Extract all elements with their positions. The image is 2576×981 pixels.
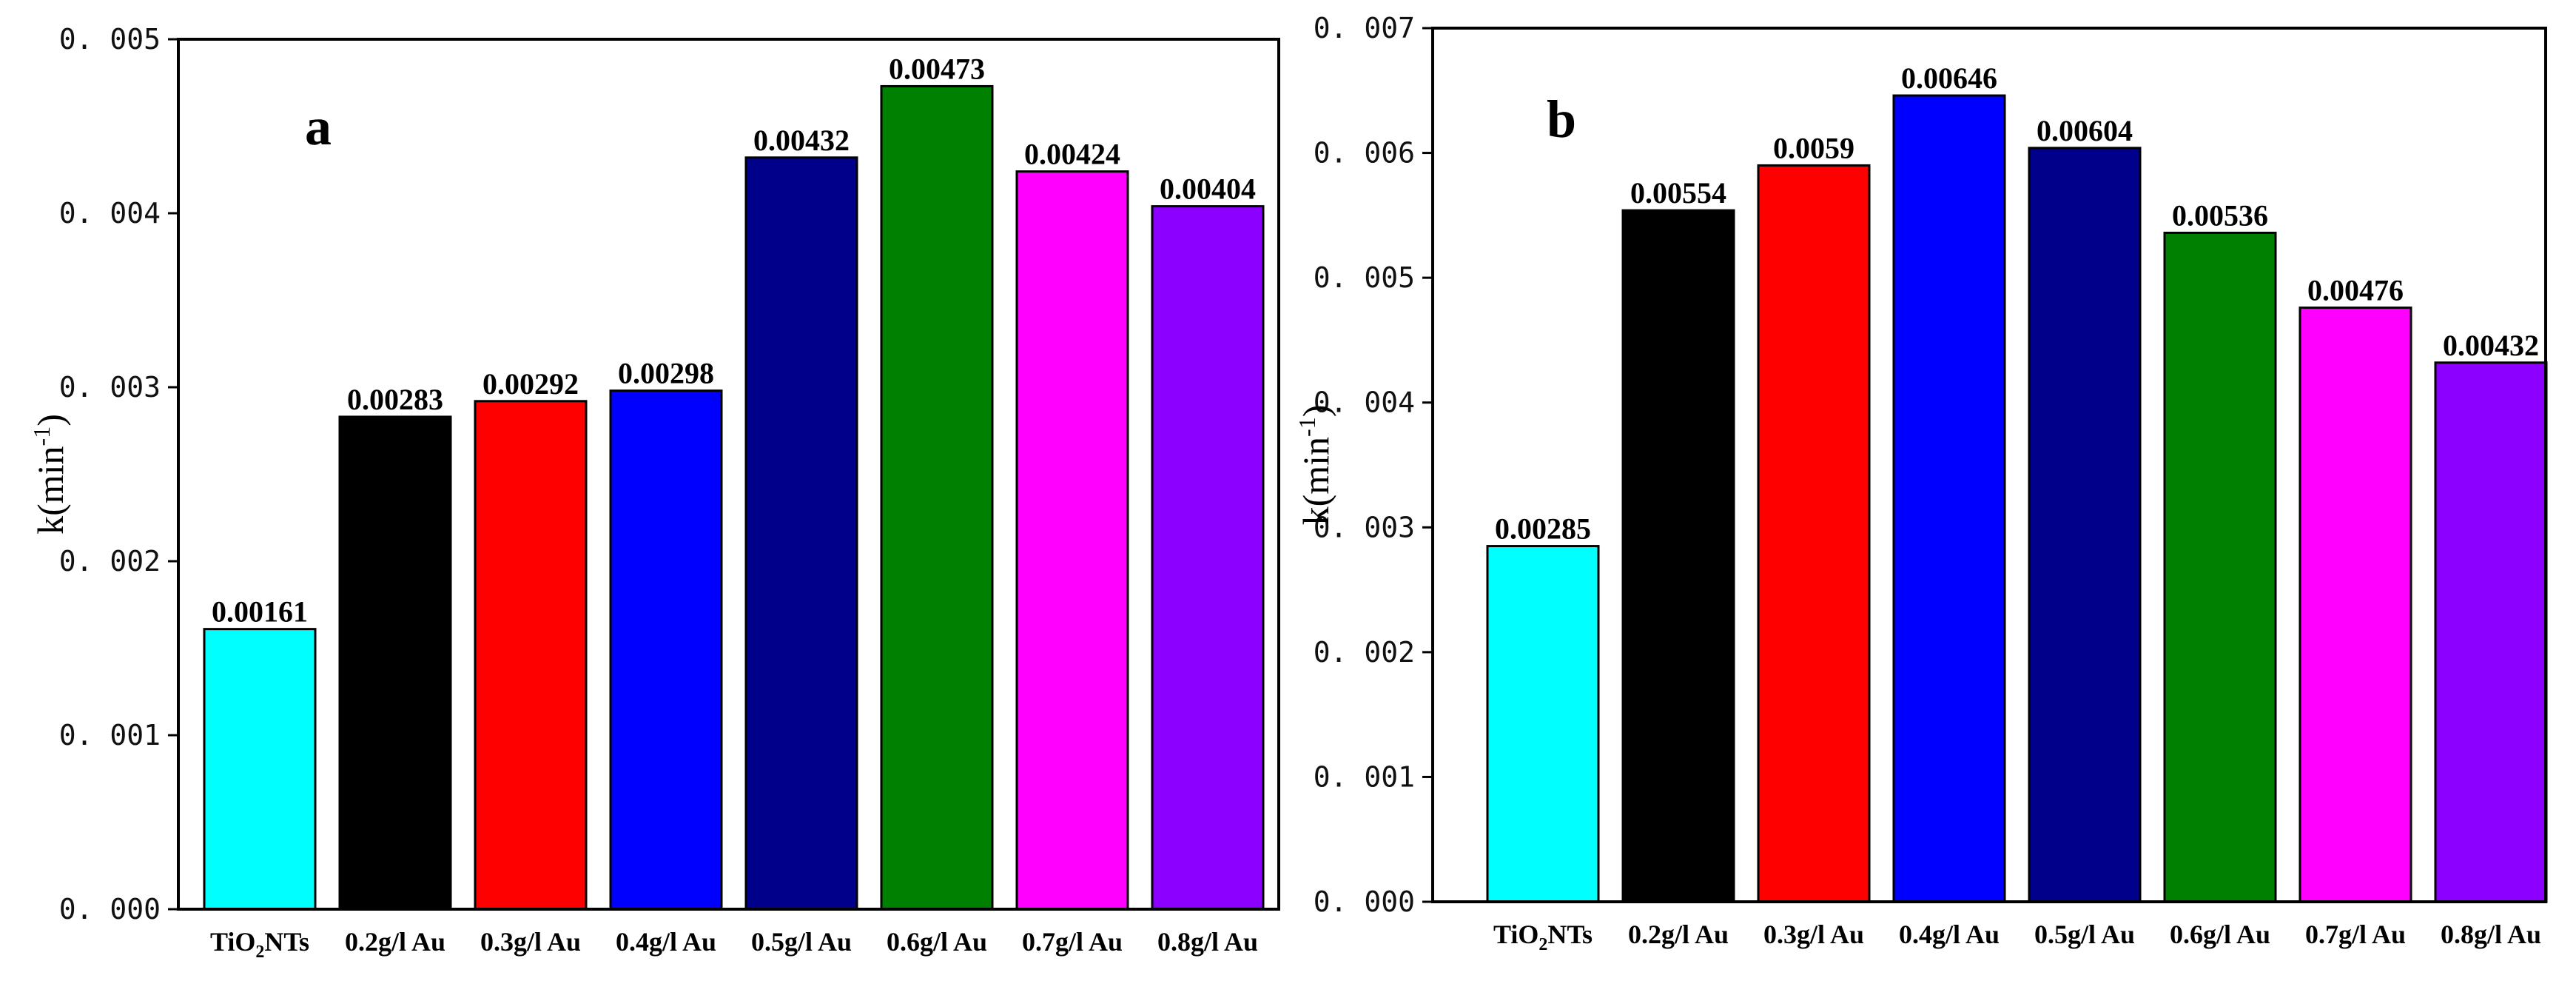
plot-frame: [177, 38, 1280, 911]
bar: [1892, 94, 2006, 903]
x-tick-label: 0.3g/l Au: [1763, 920, 1864, 949]
bar: [1621, 209, 1735, 903]
y-tick-label: 0. 001: [59, 719, 161, 751]
x-tick-label: 0.6g/l Au: [887, 927, 987, 957]
bar: [1486, 545, 1600, 903]
x-tick-label: 0.5g/l Au: [2034, 920, 2135, 949]
x-tick-label: TiO2NTs: [1493, 920, 1593, 954]
y-tick-label: 0. 003: [59, 371, 161, 404]
panel-letter: a: [305, 97, 332, 156]
data-label: 0.00283: [347, 383, 443, 416]
bar: [880, 84, 994, 911]
x-tick-label: 0.4g/l Au: [616, 927, 716, 957]
y-tick-label: 0. 000: [59, 893, 161, 925]
data-label: 0.00424: [1024, 138, 1120, 171]
bar: [338, 415, 452, 911]
x-tick-label: 0.5g/l Au: [751, 927, 852, 957]
x-tick-label: 0.8g/l Au: [1157, 927, 1258, 957]
data-label: 0.00473: [889, 52, 985, 85]
x-tick-label: 0.7g/l Au: [2305, 920, 2406, 949]
x-tick-label: 0.3g/l Au: [480, 927, 581, 957]
bar: [1151, 205, 1265, 911]
y-tick-label: 0. 006: [1314, 137, 1415, 170]
data-label: 0.00161: [212, 595, 308, 629]
plot-frame: [1431, 27, 2547, 903]
bar: [744, 156, 858, 911]
data-label: 0.00298: [618, 357, 714, 390]
data-label: 0.00292: [482, 367, 579, 401]
x-tick-label: 0.2g/l Au: [1628, 920, 1729, 949]
data-label: 0.00646: [1901, 61, 1997, 95]
data-label: 0.00285: [1495, 512, 1591, 546]
bar: [609, 389, 723, 911]
data-label: 0.00432: [753, 124, 850, 157]
bar: [2163, 231, 2277, 903]
chart-panel-b: 0. 000 0. 001 0. 002 0. 003 0. 004 0. 005 0. 0…: [1294, 12, 2548, 954]
bar: [1015, 170, 1129, 911]
data-label: 0.00404: [1160, 173, 1256, 206]
bar: [2298, 307, 2412, 903]
data-label: 0.00554: [1630, 176, 1726, 210]
y-tick-label: 0. 000: [1314, 885, 1415, 918]
x-tick-label: 0.4g/l Au: [1899, 920, 2000, 949]
data-label: 0.00604: [2037, 114, 2133, 147]
y-tick-label: 0. 003: [1314, 511, 1415, 543]
bar: [2028, 147, 2142, 903]
y-tick-label: 0. 004: [59, 197, 161, 230]
y-axis-label: k(min-1): [1294, 405, 1336, 526]
data-label: 0.0059: [1773, 131, 1854, 164]
y-tick-label: 0. 005: [59, 23, 161, 56]
y-tick-label: 0. 001: [1314, 760, 1415, 793]
y-axis-label: k(min-1): [28, 414, 71, 535]
bar: [2434, 361, 2548, 903]
y-tick-label: 0. 005: [1314, 261, 1415, 294]
bar: [203, 628, 317, 911]
panel-letter: b: [1547, 90, 1576, 149]
data-label: 0.00432: [2443, 329, 2539, 362]
chart-panel-a: 0. 000 0. 001 0. 002 0. 003 0. 004 0. 005 0.00…: [28, 23, 1280, 962]
y-tick-label: 0. 004: [1314, 386, 1415, 419]
x-tick-label: 0.7g/l Au: [1022, 927, 1123, 957]
x-tick-label: 0.2g/l Au: [345, 927, 445, 957]
bar: [474, 400, 588, 911]
x-tick-label: TiO2NTs: [210, 927, 309, 962]
x-tick-label: 0.6g/l Au: [2170, 920, 2270, 949]
y-tick-label: 0. 002: [1314, 636, 1415, 669]
x-tick-label: 0.8g/l Au: [2441, 920, 2541, 949]
data-label: 0.00536: [2172, 198, 2268, 232]
data-label: 0.00476: [2307, 274, 2404, 307]
y-tick-label: 0. 002: [59, 545, 161, 577]
bar: [1757, 164, 1871, 903]
y-tick-label: 0. 007: [1314, 12, 1415, 44]
